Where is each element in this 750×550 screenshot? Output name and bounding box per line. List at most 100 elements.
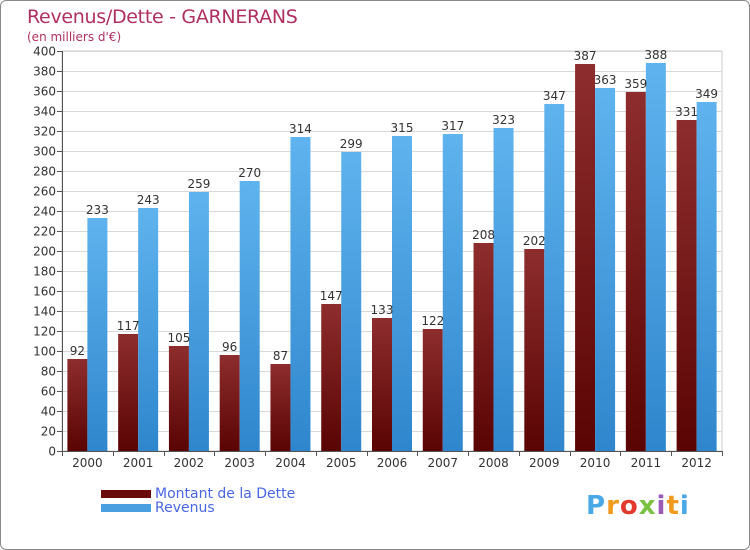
data-label-dette: 117 [117, 319, 140, 333]
bar-dette [473, 243, 494, 451]
y-tick-label: 20 [41, 425, 56, 439]
y-tick-label: 320 [33, 125, 56, 139]
bar-revenus [341, 152, 362, 451]
y-tick-label: 280 [33, 165, 56, 179]
logo-letter: r [606, 491, 620, 521]
bar-revenus [645, 63, 666, 451]
data-label-dette: 359 [624, 77, 647, 91]
legend-swatch-dette [101, 490, 151, 498]
data-label-revenus: 349 [695, 87, 718, 101]
y-tick-label: 260 [33, 185, 56, 199]
data-label-revenus: 270 [238, 166, 261, 180]
y-tick-label: 180 [33, 265, 56, 279]
legend-item-dette: Montant de la Dette [101, 486, 296, 502]
data-label-revenus: 388 [644, 48, 667, 62]
bar-revenus [442, 134, 463, 451]
y-tick-label: 240 [33, 205, 56, 219]
y-tick-label: 200 [33, 245, 56, 259]
proxiti-logo: Proxiti [586, 491, 690, 521]
y-tick-label: 360 [33, 85, 56, 99]
bar-revenus [595, 88, 616, 451]
x-tick-label: 2003 [224, 456, 255, 470]
y-tick-label: 60 [41, 385, 56, 399]
bar-dette [676, 120, 697, 451]
bar-revenus [290, 137, 311, 451]
bar-dette [321, 304, 342, 451]
bar-dette [575, 64, 596, 451]
bar-dette [118, 334, 139, 451]
bar-revenus [188, 192, 209, 451]
bar-revenus [392, 136, 412, 451]
x-tick-label: 2002 [174, 456, 205, 470]
data-label-dette: 92 [70, 344, 85, 358]
logo-letter: o [619, 491, 639, 521]
data-label-revenus: 233 [86, 203, 109, 217]
x-tick-label: 2009 [529, 456, 560, 470]
chart-title: Revenus/Dette - GARNERANS [27, 6, 298, 28]
data-label-dette: 208 [472, 228, 495, 242]
data-label-dette: 133 [371, 303, 394, 317]
x-tick-label: 2001 [123, 456, 154, 470]
bar-dette [67, 359, 88, 451]
data-label-dette: 87 [273, 349, 288, 363]
bar-dette [372, 318, 392, 451]
x-tick-label: 2004 [275, 456, 306, 470]
x-tick-label: 2008 [478, 456, 509, 470]
chart-subtitle: (en milliers d'€) [27, 30, 122, 44]
x-tick-label: 2011 [631, 456, 662, 470]
data-label-dette: 202 [523, 234, 546, 248]
y-tick-label: 100 [33, 345, 56, 359]
bar-revenus [138, 208, 159, 451]
bar-revenus [493, 128, 514, 451]
bar-dette [219, 355, 240, 451]
legend-label-revenus: Revenus [155, 500, 215, 516]
x-tick-label: 2010 [580, 456, 611, 470]
bar-dette [524, 249, 545, 451]
data-label-revenus: 259 [187, 177, 210, 191]
data-label-dette: 387 [574, 49, 597, 63]
y-tick-label: 300 [33, 145, 56, 159]
x-tick-label: 2006 [377, 456, 408, 470]
logo-letter: t [666, 491, 680, 521]
legend-item-revenus: Revenus [101, 500, 295, 516]
y-tick-label: 40 [41, 405, 56, 419]
data-label-revenus: 315 [391, 121, 414, 135]
y-tick-label: 380 [33, 65, 56, 79]
data-label-dette: 122 [421, 314, 444, 328]
bar-dette [270, 364, 291, 451]
y-tick-label: 160 [33, 285, 56, 299]
bar-revenus [239, 181, 260, 451]
x-tick-label: 2000 [72, 456, 103, 470]
y-tick-label: 400 [33, 45, 56, 59]
logo-letter: i [679, 491, 690, 521]
data-label-dette: 105 [167, 331, 190, 345]
data-label-dette: 96 [222, 340, 237, 354]
bar-revenus [87, 218, 108, 451]
x-tick-label: 2012 [681, 456, 712, 470]
y-tick-label: 140 [33, 305, 56, 319]
bar-dette [168, 346, 189, 451]
y-tick-label: 220 [33, 225, 56, 239]
data-label-revenus: 347 [543, 89, 566, 103]
y-tick-label: 120 [33, 325, 56, 339]
data-label-revenus: 314 [289, 122, 312, 136]
bar-dette [422, 329, 443, 451]
logo-letter: i [656, 491, 667, 521]
x-tick-label: 2007 [427, 456, 458, 470]
data-label-dette: 147 [320, 289, 343, 303]
bar-dette [625, 92, 646, 451]
data-label-revenus: 299 [340, 137, 363, 151]
legend-label-dette: Montant de la Dette [155, 486, 296, 502]
data-label-revenus: 363 [594, 73, 617, 87]
y-tick-label: 340 [33, 105, 56, 119]
legend-swatch-revenus [101, 504, 151, 512]
data-label-revenus: 323 [492, 113, 515, 127]
data-label-revenus: 317 [441, 119, 464, 133]
logo-letter: P [586, 491, 607, 521]
data-label-dette: 331 [675, 105, 698, 119]
x-tick-label: 2005 [326, 456, 357, 470]
logo-letter: x [638, 491, 657, 521]
bar-revenus [696, 102, 717, 451]
